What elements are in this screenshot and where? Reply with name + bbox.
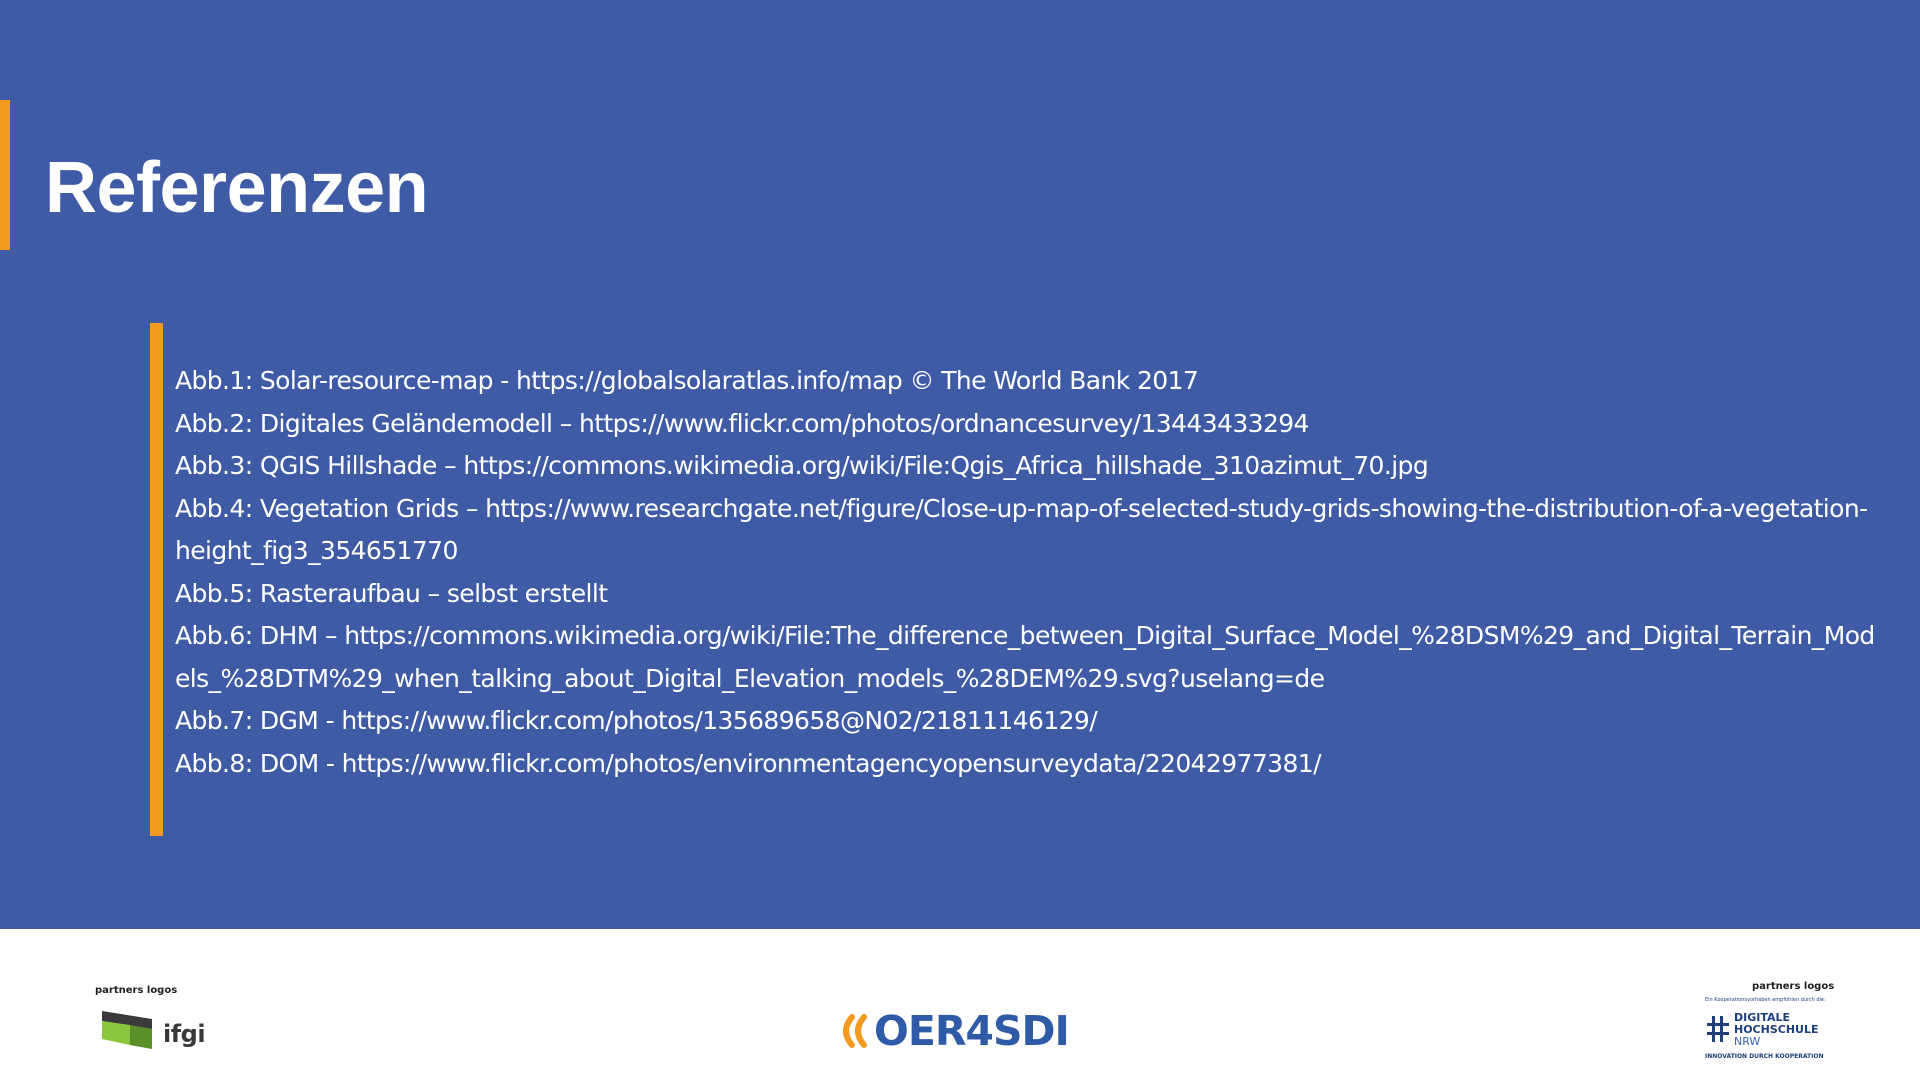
content-background: Referenzen Abb.1: Solar-resource-map - h… (0, 0, 1920, 929)
oer-chevron-icon (843, 1014, 867, 1048)
partners-label-right: partners logos (1752, 981, 1835, 992)
dh-tagline: Ein Kooperationsvorhaben empfohlen durch… (1705, 997, 1826, 1003)
references-accent-bar (150, 323, 163, 836)
ifgi-logo-icon (102, 1011, 152, 1049)
reference-item: Abb.8: DOM - https://www.flickr.com/phot… (175, 748, 1322, 778)
partners-label-left: partners logos (95, 985, 178, 996)
reference-item: Abb.4: Vegetation Grids – https://www.re… (175, 493, 1868, 566)
reference-item: Abb.5: Rasteraufbau – selbst erstellt (175, 578, 608, 608)
oer4sdi-logo-text: OER4SDI (874, 1007, 1070, 1055)
hash-logo-icon (1707, 1016, 1729, 1042)
reference-item: Abb.2: Digitales Geländemodell – https:/… (175, 408, 1309, 438)
dh-logo-name: DIGITALE HOCHSCHULE (1734, 1012, 1819, 1036)
dh-logo-line2: HOCHSCHULE (1734, 1023, 1819, 1036)
ifgi-logo-text: ifgi (163, 1020, 206, 1048)
reference-item: Abb.6: DHM – https://commons.wikimedia.o… (175, 621, 1875, 693)
title-accent-bar (0, 100, 10, 250)
reference-item: Abb.7: DGM - https://www.flickr.com/phot… (175, 706, 1098, 735)
dh-motto: INNOVATION DURCH KOOPERATION (1705, 1053, 1824, 1060)
dh-logo-line3: NRW (1734, 1035, 1761, 1048)
oer4sdi-logo: OER4SDI (836, 1007, 1070, 1055)
reference-item: Abb.3: QGIS Hillshade – https://commons.… (175, 451, 1429, 480)
slide-title: Referenzen (45, 148, 429, 228)
dh-logo-line1: DIGITALE (1734, 1011, 1791, 1024)
reference-item: Abb.1: Solar-resource-map - https://glob… (175, 366, 1199, 395)
references-list: Abb.1: Solar-resource-map - https://glob… (175, 360, 1875, 785)
